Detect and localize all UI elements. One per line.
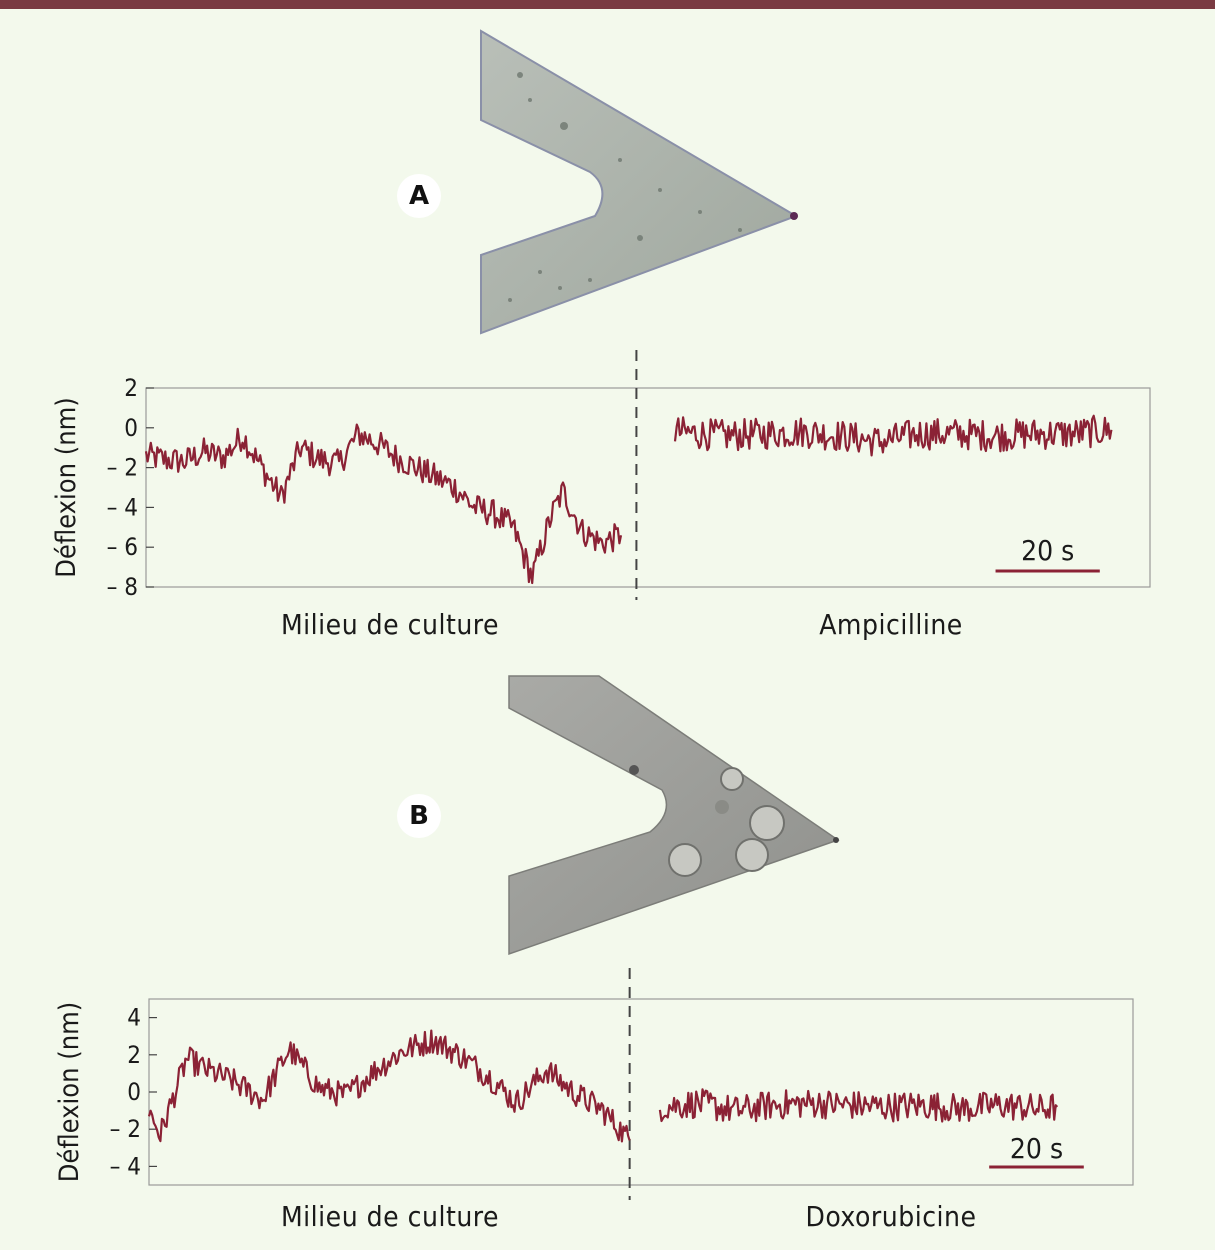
- y-tick-label: 0: [127, 1078, 141, 1106]
- y-tick-label: – 4: [107, 493, 138, 521]
- plot-frame: [145, 387, 1151, 588]
- y-tick-label: – 2: [110, 1115, 141, 1143]
- scale-bar-label: 20 s: [1010, 1132, 1063, 1165]
- y-tick-label: 4: [127, 1004, 141, 1032]
- panel-badge-b: B: [397, 794, 441, 838]
- scale-bar-label: 20 s: [1021, 534, 1074, 567]
- condition-label-b-right: Doxorubicine: [805, 1200, 977, 1233]
- y-tick-label: 2: [124, 374, 138, 402]
- y-tick-label: 0: [124, 414, 138, 442]
- y-tick-label: – 4: [110, 1152, 141, 1180]
- y-tick-label: 2: [127, 1041, 141, 1069]
- micrograph-b: [508, 675, 840, 956]
- y-tick-label: – 2: [107, 454, 138, 482]
- series-line-left: [147, 1029, 631, 1143]
- plot-frame: [148, 998, 1134, 1186]
- y-axis-label: Déflexion (nm): [54, 1002, 85, 1183]
- micrograph-a: [480, 29, 806, 335]
- panel-badge-a: A: [397, 174, 441, 218]
- series-line-left: [144, 423, 623, 585]
- condition-label-a-right: Ampicilline: [819, 608, 963, 641]
- condition-label-a-left: Milieu de culture: [280, 608, 500, 641]
- top-accent-bar: [0, 0, 1215, 9]
- y-axis-label: Déflexion (nm): [51, 397, 82, 578]
- series-line-right: [673, 414, 1113, 457]
- y-tick-label: – 8: [107, 573, 138, 601]
- condition-label-b-left: Milieu de culture: [280, 1200, 500, 1233]
- series-line-right: [658, 1088, 1059, 1123]
- y-tick-label: – 6: [107, 533, 138, 561]
- chart-a: 2 0 – 2 – 4 – 6 – 8 Déflexion (nm) 20 s: [51, 350, 1151, 601]
- chart-b: 4 2 0 – 2 – 4 Déflexion (nm) 20 s: [54, 968, 1134, 1200]
